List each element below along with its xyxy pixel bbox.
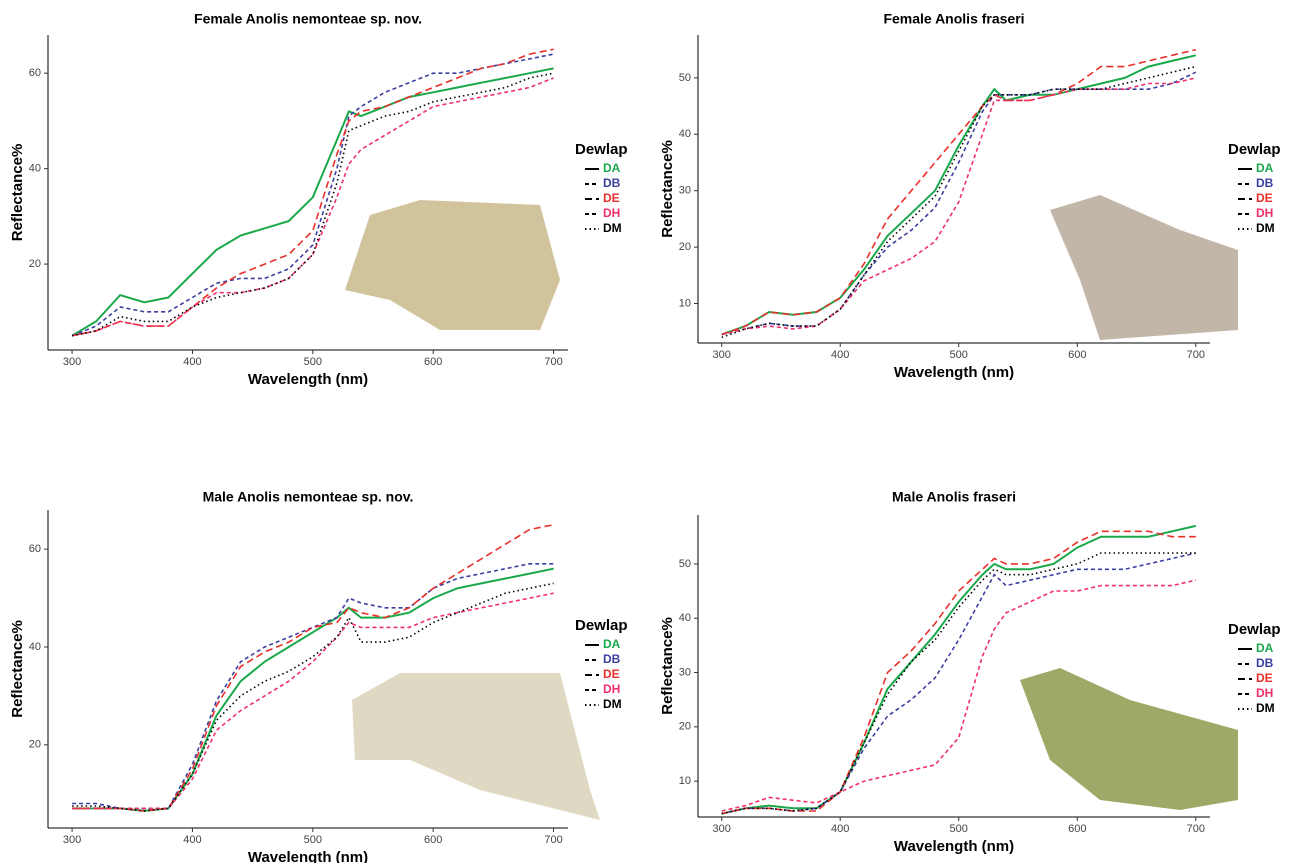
legend-label: DE bbox=[1256, 671, 1273, 685]
chart-title: Male Anolis fraseri bbox=[892, 489, 1016, 505]
chart-title: Female Anolis fraseri bbox=[883, 11, 1024, 27]
x-tick-label: 500 bbox=[950, 349, 968, 361]
y-tick-label: 10 bbox=[679, 297, 691, 309]
series-line bbox=[71, 77, 554, 337]
x-tick-label: 700 bbox=[544, 834, 562, 846]
x-tick-label: 700 bbox=[1187, 349, 1205, 361]
y-axis-label: Reflectance% bbox=[9, 620, 26, 718]
legend-label: DM bbox=[1256, 701, 1275, 715]
series-line bbox=[71, 53, 554, 337]
series-line bbox=[72, 567, 554, 812]
chart-title: Female Anolis nemonteae sp. nov. bbox=[194, 11, 422, 27]
photo bbox=[345, 200, 560, 330]
photo bbox=[1050, 195, 1238, 340]
y-tick-label: 50 bbox=[679, 72, 691, 84]
x-axis-label: Wavelength (nm) bbox=[894, 838, 1014, 855]
x-tick-label: 500 bbox=[950, 823, 968, 835]
series-line bbox=[71, 72, 554, 337]
x-tick-label: 700 bbox=[544, 356, 562, 368]
series-line bbox=[721, 579, 1196, 812]
series-line bbox=[721, 524, 1197, 815]
x-tick-label: 300 bbox=[713, 349, 731, 361]
legend-title: Dewlap bbox=[575, 141, 628, 158]
y-tick-label: 20 bbox=[679, 241, 691, 253]
legend-label: DM bbox=[603, 697, 622, 711]
legend-label: DE bbox=[603, 191, 620, 205]
series-line bbox=[71, 48, 554, 337]
y-tick-label: 60 bbox=[29, 543, 41, 555]
photo bbox=[352, 673, 600, 820]
series-line bbox=[721, 77, 1196, 336]
legend-label: DM bbox=[603, 221, 622, 235]
x-tick-label: 600 bbox=[1068, 349, 1086, 361]
y-tick-label: 40 bbox=[29, 163, 41, 175]
legend-label: DH bbox=[1256, 686, 1273, 700]
x-tick-label: 300 bbox=[713, 823, 731, 835]
x-tick-label: 500 bbox=[304, 834, 322, 846]
legend-label: DB bbox=[1256, 656, 1274, 670]
x-tick-label: 700 bbox=[1187, 823, 1205, 835]
y-axis-label: Reflectance% bbox=[659, 617, 676, 715]
y-tick-label: 40 bbox=[679, 128, 691, 140]
y-tick-label: 50 bbox=[679, 558, 691, 570]
x-tick-label: 300 bbox=[63, 834, 81, 846]
legend-title: Dewlap bbox=[1228, 621, 1281, 638]
y-tick-label: 30 bbox=[679, 666, 691, 678]
legend-title: Dewlap bbox=[575, 617, 628, 634]
y-tick-label: 20 bbox=[29, 258, 41, 270]
chart-title: Male Anolis nemonteae sp. nov. bbox=[203, 489, 414, 505]
series-line bbox=[721, 71, 1197, 336]
y-tick-label: 40 bbox=[679, 612, 691, 624]
legend-label: DA bbox=[603, 637, 621, 651]
legend-label: DA bbox=[603, 161, 621, 175]
legend-label: DB bbox=[603, 176, 621, 190]
legend-label: DB bbox=[603, 652, 621, 666]
y-tick-label: 40 bbox=[29, 641, 41, 653]
x-tick-label: 600 bbox=[1068, 823, 1086, 835]
y-tick-label: 30 bbox=[679, 185, 691, 197]
series-line bbox=[72, 582, 554, 812]
x-axis-label: Wavelength (nm) bbox=[248, 371, 368, 388]
x-tick-label: 600 bbox=[424, 834, 442, 846]
legend-label: DA bbox=[1256, 641, 1274, 655]
legend-title: Dewlap bbox=[1228, 141, 1281, 158]
legend-label: DH bbox=[1256, 206, 1273, 220]
x-axis-label: Wavelength (nm) bbox=[894, 364, 1014, 381]
series-line bbox=[71, 67, 554, 337]
y-tick-label: 20 bbox=[29, 739, 41, 751]
legend-label: DA bbox=[1256, 161, 1274, 175]
y-tick-label: 60 bbox=[29, 67, 41, 79]
x-tick-label: 400 bbox=[831, 349, 849, 361]
series-line bbox=[72, 523, 554, 812]
legend-label: DM bbox=[1256, 221, 1275, 235]
x-tick-label: 300 bbox=[63, 356, 81, 368]
legend-label: DH bbox=[603, 206, 620, 220]
x-tick-label: 600 bbox=[424, 356, 442, 368]
x-tick-label: 400 bbox=[183, 356, 201, 368]
y-tick-label: 10 bbox=[679, 775, 691, 787]
series-line bbox=[72, 592, 554, 810]
series-line bbox=[721, 48, 1196, 336]
legend-label: DE bbox=[1256, 191, 1273, 205]
y-axis-label: Reflectance% bbox=[9, 144, 26, 242]
legend-label: DH bbox=[603, 682, 620, 696]
series-line bbox=[721, 530, 1196, 815]
y-tick-label: 20 bbox=[679, 721, 691, 733]
x-axis-label: Wavelength (nm) bbox=[248, 849, 368, 863]
photo bbox=[1020, 668, 1238, 810]
x-tick-label: 500 bbox=[304, 356, 322, 368]
legend-label: DB bbox=[1256, 176, 1274, 190]
x-tick-label: 400 bbox=[831, 823, 849, 835]
x-tick-label: 400 bbox=[183, 834, 201, 846]
y-axis-label: Reflectance% bbox=[659, 140, 676, 238]
legend-label: DE bbox=[603, 667, 620, 681]
series-line bbox=[721, 552, 1196, 815]
